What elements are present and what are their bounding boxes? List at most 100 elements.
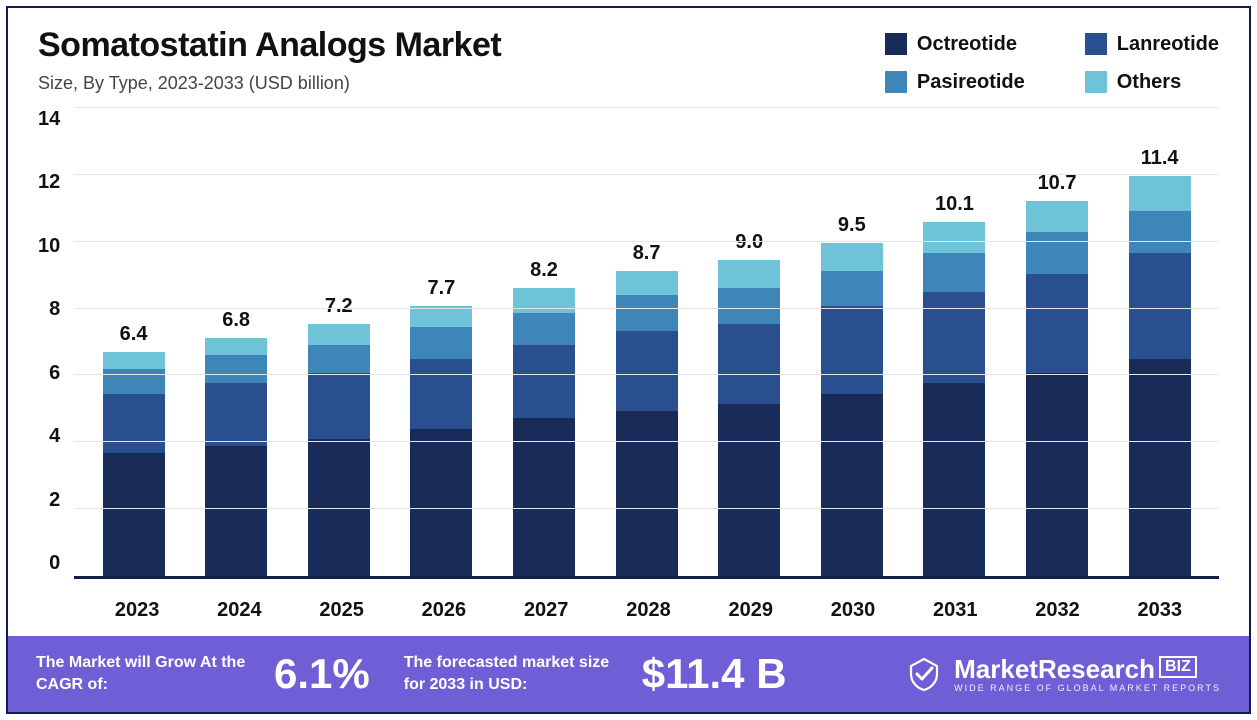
y-axis: 14121086420 bbox=[38, 108, 74, 579]
bar-segment bbox=[718, 404, 780, 576]
bar-segment bbox=[616, 411, 678, 576]
legend-item: Octreotide bbox=[885, 32, 1025, 56]
stacked-bar bbox=[103, 352, 165, 576]
bar-segment bbox=[1129, 253, 1191, 358]
x-tick-label: 2026 bbox=[399, 599, 489, 622]
bar-total-label: 10.7 bbox=[1038, 172, 1077, 195]
brand: MarketResearchBIZ WIDE RANGE OF GLOBAL M… bbox=[906, 656, 1221, 693]
bar-segment bbox=[1129, 211, 1191, 253]
brand-main: MarketResearch bbox=[954, 654, 1155, 684]
bar-segment bbox=[205, 446, 267, 576]
bar-segment bbox=[103, 453, 165, 576]
x-tick-label: 2030 bbox=[808, 599, 898, 622]
bar-segment bbox=[821, 243, 883, 271]
header: Somatostatin Analogs Market Size, By Typ… bbox=[8, 8, 1249, 98]
bar-segment bbox=[513, 313, 575, 345]
bar-total-label: 8.7 bbox=[633, 242, 661, 265]
legend-swatch bbox=[885, 71, 907, 93]
bar-segment bbox=[103, 369, 165, 394]
bar-segment bbox=[205, 355, 267, 383]
bar-segment bbox=[205, 338, 267, 356]
chart-card: Somatostatin Analogs Market Size, By Typ… bbox=[6, 6, 1251, 714]
cagr-block: The Market will Grow At the CAGR of: 6.1… bbox=[36, 650, 370, 698]
grid-line bbox=[74, 174, 1219, 175]
bar-segment bbox=[616, 331, 678, 412]
stacked-bar bbox=[513, 288, 575, 576]
titles: Somatostatin Analogs Market Size, By Typ… bbox=[38, 26, 885, 94]
y-tick: 4 bbox=[49, 425, 60, 448]
bar-segment bbox=[103, 394, 165, 454]
forecast-block: The forecasted market size for 2033 in U… bbox=[404, 650, 787, 698]
bar-segment bbox=[1026, 201, 1088, 233]
bar-segment bbox=[410, 306, 472, 327]
footer-bar: The Market will Grow At the CAGR of: 6.1… bbox=[8, 636, 1249, 712]
bar-segment bbox=[308, 345, 370, 373]
legend-swatch bbox=[885, 33, 907, 55]
bar-segment bbox=[1129, 359, 1191, 576]
stacked-bar bbox=[616, 271, 678, 576]
bar-column: 7.2 bbox=[294, 295, 384, 576]
legend-item: Lanreotide bbox=[1085, 32, 1219, 56]
bar-segment bbox=[308, 324, 370, 345]
bar-total-label: 9.5 bbox=[838, 214, 866, 237]
bar-column: 11.4 bbox=[1115, 147, 1205, 576]
y-tick: 10 bbox=[38, 235, 60, 258]
x-tick-label: 2025 bbox=[297, 599, 387, 622]
y-tick: 0 bbox=[49, 552, 60, 575]
bar-segment bbox=[821, 394, 883, 576]
bar-segment bbox=[103, 352, 165, 370]
legend-label: Lanreotide bbox=[1117, 33, 1219, 56]
stacked-bar bbox=[1026, 201, 1088, 576]
bar-column: 8.7 bbox=[602, 242, 692, 576]
x-axis-labels: 2023202420252026202720282029203020312032… bbox=[78, 599, 1219, 622]
bar-column: 6.4 bbox=[89, 323, 179, 576]
brand-suffix: BIZ bbox=[1159, 656, 1197, 678]
bar-segment bbox=[616, 295, 678, 330]
legend-label: Pasireotide bbox=[917, 71, 1025, 94]
y-tick: 6 bbox=[49, 362, 60, 385]
forecast-label: The forecasted market size for 2033 in U… bbox=[404, 652, 624, 695]
bar-segment bbox=[923, 292, 985, 383]
bar-segment bbox=[616, 271, 678, 296]
bar-segment bbox=[410, 359, 472, 429]
brand-check-icon bbox=[906, 656, 942, 692]
x-tick-label: 2023 bbox=[92, 599, 182, 622]
x-tick-label: 2029 bbox=[706, 599, 796, 622]
bar-segment bbox=[513, 345, 575, 419]
bar-segment bbox=[410, 429, 472, 576]
grid-line bbox=[74, 107, 1219, 108]
brand-sub: WIDE RANGE OF GLOBAL MARKET REPORTS bbox=[954, 684, 1221, 693]
bar-total-label: 10.1 bbox=[935, 193, 974, 216]
chart-subtitle: Size, By Type, 2023-2033 (USD billion) bbox=[38, 73, 885, 94]
bar-segment bbox=[308, 373, 370, 440]
y-tick: 2 bbox=[49, 489, 60, 512]
x-tick-label: 2031 bbox=[910, 599, 1000, 622]
chart-title: Somatostatin Analogs Market bbox=[38, 26, 885, 65]
bar-segment bbox=[1026, 274, 1088, 372]
bar-segment bbox=[1026, 232, 1088, 274]
grid-line bbox=[74, 441, 1219, 442]
y-tick: 8 bbox=[49, 298, 60, 321]
cagr-label: The Market will Grow At the CAGR of: bbox=[36, 652, 256, 695]
bar-segment bbox=[410, 327, 472, 359]
grid-line bbox=[74, 308, 1219, 309]
bar-column: 9.5 bbox=[807, 214, 897, 576]
legend-item: Pasireotide bbox=[885, 70, 1025, 94]
x-tick-label: 2024 bbox=[194, 599, 284, 622]
bar-segment bbox=[1026, 373, 1088, 576]
bar-total-label: 11.4 bbox=[1141, 147, 1179, 170]
legend-item: Others bbox=[1085, 70, 1219, 94]
bar-total-label: 7.2 bbox=[325, 295, 353, 318]
bar-column: 10.1 bbox=[909, 193, 999, 576]
legend-label: Others bbox=[1117, 71, 1181, 94]
stacked-bar bbox=[205, 338, 267, 576]
y-tick: 14 bbox=[38, 108, 60, 131]
bar-column: 7.7 bbox=[396, 277, 486, 576]
bar-segment bbox=[923, 253, 985, 292]
bar-segment bbox=[718, 288, 780, 323]
legend: Octreotide Lanreotide Pasireotide Others bbox=[885, 26, 1219, 94]
cagr-value: 6.1% bbox=[274, 650, 370, 698]
bar-segment bbox=[923, 222, 985, 254]
bar-segment bbox=[821, 271, 883, 306]
stacked-bar bbox=[923, 222, 985, 576]
